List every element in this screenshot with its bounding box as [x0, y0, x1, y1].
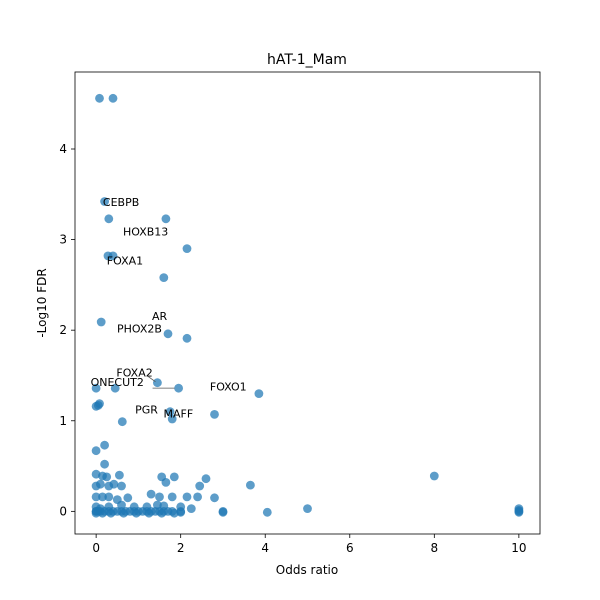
- y-tick-label: 3: [59, 233, 67, 247]
- annotation-connector: [148, 376, 156, 383]
- data-point: [218, 507, 228, 517]
- data-point: [91, 401, 101, 411]
- data-point: [96, 317, 106, 327]
- data-point: [100, 440, 109, 450]
- x-tick-label: 10: [511, 541, 526, 555]
- data-point: [100, 459, 109, 469]
- annotation-label: CEBPB: [103, 196, 139, 209]
- data-point: [117, 417, 127, 427]
- data-point: [109, 479, 119, 489]
- data-point: [146, 489, 156, 499]
- annotation-label: FOXO1: [210, 381, 247, 394]
- data-point: [195, 481, 205, 491]
- annotation-label: FOXA2: [116, 367, 152, 380]
- y-tick-label: 4: [59, 142, 67, 156]
- data-point: [210, 410, 219, 419]
- annotation-label: MAFF: [164, 407, 194, 420]
- x-tick-label: 0: [92, 541, 100, 555]
- data-point: [102, 472, 112, 482]
- data-point: [91, 383, 101, 393]
- data-point: [161, 478, 171, 487]
- x-axis-title: Odds ratio: [276, 563, 338, 577]
- data-point: [167, 492, 177, 502]
- y-axis-title: -Log10 FDR: [35, 268, 49, 337]
- y-tick-label: 1: [59, 414, 67, 428]
- data-point: [429, 471, 439, 481]
- data-point: [106, 508, 116, 518]
- x-tick-label: 8: [430, 541, 438, 555]
- annotation-label: AR: [152, 310, 168, 323]
- data-point: [115, 470, 124, 480]
- data-point: [95, 93, 104, 103]
- data-point: [117, 500, 126, 510]
- annotation-label: PHOX2B: [117, 322, 162, 335]
- data-point: [303, 504, 312, 513]
- data-point: [514, 506, 524, 515]
- y-tick-label: 0: [59, 504, 67, 518]
- data-point: [193, 492, 203, 502]
- annotation-label: PGR: [135, 404, 158, 417]
- data-point: [108, 251, 118, 261]
- x-tick-label: 6: [346, 541, 354, 555]
- data-point: [157, 508, 167, 518]
- data-point: [96, 479, 105, 489]
- x-axis: 0 2 4 6 8 10: [92, 534, 527, 555]
- annotation-label: FOXA1: [107, 255, 143, 268]
- data-point: [186, 504, 196, 513]
- data-point: [104, 214, 114, 224]
- data-point: [163, 329, 173, 339]
- data-point: [161, 214, 171, 224]
- plot-frame: [74, 71, 541, 535]
- data-point: [100, 197, 109, 206]
- data-point: [182, 333, 192, 343]
- data-point: [98, 492, 107, 502]
- data-point: [153, 378, 162, 388]
- data-point: [117, 481, 126, 491]
- data-point: [131, 508, 141, 518]
- x-tick-label: 2: [177, 541, 185, 555]
- points-layer: [91, 93, 524, 518]
- data-point: [262, 507, 272, 517]
- data-point: [144, 508, 154, 518]
- data-point: [176, 507, 186, 517]
- data-point: [110, 383, 120, 393]
- data-point: [174, 383, 184, 393]
- data-point: [246, 480, 255, 490]
- annotation-label: HOXB13: [123, 226, 168, 239]
- data-point: [210, 493, 219, 503]
- data-point: [159, 273, 169, 282]
- data-point: [91, 446, 101, 456]
- data-point: [98, 508, 107, 518]
- y-axis: 0 1 2 3 4: [59, 142, 75, 518]
- chart-title: hAT-1_Mam: [267, 52, 347, 68]
- data-point: [91, 508, 101, 518]
- data-point: [104, 492, 114, 502]
- data-point: [167, 414, 177, 424]
- annotation-connectors: [148, 376, 175, 389]
- annotation-label: ONECUT2: [91, 376, 144, 389]
- data-point: [254, 389, 264, 398]
- data-point: [182, 492, 192, 502]
- y-tick-label: 2: [59, 323, 67, 337]
- data-point: [182, 244, 192, 254]
- data-point: [123, 493, 133, 503]
- data-point: [91, 492, 101, 502]
- data-point: [119, 508, 128, 518]
- data-point: [155, 492, 164, 502]
- data-point: [201, 474, 211, 484]
- data-point: [108, 93, 118, 103]
- data-point: [165, 407, 175, 417]
- x-tick-label: 4: [261, 541, 269, 555]
- data-point: [169, 472, 179, 482]
